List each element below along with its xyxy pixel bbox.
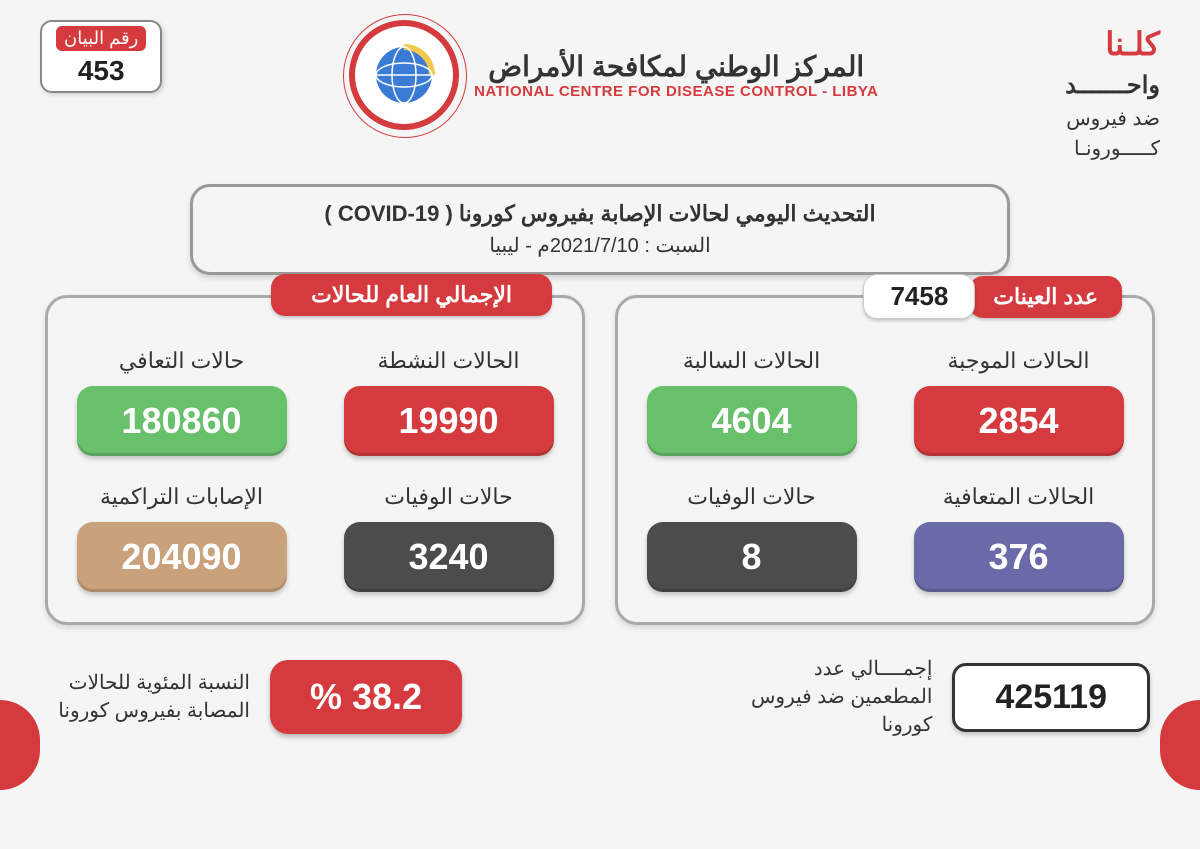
totals-panel: الإجمالي العام للحالات الحالات النشطة199… bbox=[45, 295, 585, 625]
stat-item: الحالات المتعافية 376 bbox=[905, 484, 1132, 592]
slogan-line-3: ضد فيروس bbox=[1066, 108, 1160, 130]
bulletin-number: 453 bbox=[78, 55, 125, 86]
slogan-line-2: واحـــــــد bbox=[1065, 72, 1160, 99]
org-logo-icon bbox=[349, 20, 459, 130]
totals-stats-grid: الحالات النشطة19990حالات التعافي180860حا… bbox=[68, 348, 562, 592]
stat-value: 3240 bbox=[344, 522, 554, 592]
stat-item: الحالات الموجبة 2854 bbox=[905, 348, 1132, 456]
stat-label: الحالات المتعافية bbox=[905, 484, 1132, 510]
slogan-block: كلـنا واحـــــــد ضد فيروس كـــــورونـا bbox=[1065, 20, 1160, 164]
stat-value: 8 bbox=[647, 522, 857, 592]
stat-item: الحالات السالبة 4604 bbox=[638, 348, 865, 456]
stat-label: الحالات السالبة bbox=[638, 348, 865, 374]
stat-label: حالات الوفيات bbox=[638, 484, 865, 510]
bulletin-number-box: رقم البيان 453 bbox=[40, 20, 162, 93]
stat-item: الحالات النشطة 19990 bbox=[335, 348, 562, 456]
title-line-2: السبت : 2021/7/10م - ليبيا bbox=[203, 233, 997, 258]
stat-value: 2854 bbox=[914, 386, 1124, 456]
daily-header-label: عدد العينات bbox=[969, 276, 1122, 318]
org-logo-block: المركز الوطني لمكافحة الأمراض NATIONAL C… bbox=[349, 20, 878, 130]
org-name-en: NATIONAL CENTRE FOR DISEASE CONTROL - LI… bbox=[474, 83, 878, 100]
stat-label: حالات الوفيات bbox=[335, 484, 562, 510]
org-name-ar: المركز الوطني لمكافحة الأمراض bbox=[474, 50, 878, 83]
vaccination-block: إجمــــالي عدد المطعمين ضد فيروس كورونا … bbox=[732, 655, 1150, 739]
stat-label: الحالات الموجبة bbox=[905, 348, 1132, 374]
percentage-block: النسبة المئوية للحالات المصابة بفيروس كو… bbox=[50, 660, 462, 734]
daily-panel-header: عدد العينات 7458 bbox=[863, 274, 1122, 319]
stat-item: حالات الوفيات 8 bbox=[638, 484, 865, 592]
title-banner: التحديث اليومي لحالات الإصابة بفيروس كور… bbox=[190, 184, 1010, 275]
stat-value: 180860 bbox=[77, 386, 287, 456]
totals-header-label: الإجمالي العام للحالات bbox=[271, 274, 552, 316]
percentage-value: 38.2 % bbox=[270, 660, 462, 734]
daily-header-value: 7458 bbox=[863, 274, 975, 319]
daily-panel: عدد العينات 7458 الحالات الموجبة2854الحا… bbox=[615, 295, 1155, 625]
percentage-label: النسبة المئوية للحالات المصابة بفيروس كو… bbox=[50, 669, 250, 725]
main-panels-row: الإجمالي العام للحالات الحالات النشطة199… bbox=[0, 295, 1200, 625]
stat-item: حالات الوفيات 3240 bbox=[335, 484, 562, 592]
stat-value: 19990 bbox=[344, 386, 554, 456]
vaccination-label: إجمــــالي عدد المطعمين ضد فيروس كورونا bbox=[732, 655, 932, 739]
totals-panel-header: الإجمالي العام للحالات bbox=[271, 274, 552, 316]
stat-label: الحالات النشطة bbox=[335, 348, 562, 374]
stat-label: الإصابات التراكمية bbox=[68, 484, 295, 510]
stat-item: حالات التعافي 180860 bbox=[68, 348, 295, 456]
bulletin-label: رقم البيان bbox=[56, 26, 146, 51]
daily-stats-grid: الحالات الموجبة2854الحالات السالبة4604ال… bbox=[638, 348, 1132, 592]
slogan-line-1: كلـنا bbox=[1065, 20, 1160, 68]
stat-value: 204090 bbox=[77, 522, 287, 592]
stat-value: 376 bbox=[914, 522, 1124, 592]
slogan-line-4: كـــــورونـا bbox=[1074, 138, 1160, 160]
stat-value: 4604 bbox=[647, 386, 857, 456]
title-line-1: التحديث اليومي لحالات الإصابة بفيروس كور… bbox=[203, 201, 997, 227]
vaccination-value: 425119 bbox=[952, 663, 1150, 732]
header-bar: كلـنا واحـــــــد ضد فيروس كـــــورونـا … bbox=[0, 0, 1200, 174]
stat-item: الإصابات التراكمية 204090 bbox=[68, 484, 295, 592]
footer-row: النسبة المئوية للحالات المصابة بفيروس كو… bbox=[0, 625, 1200, 739]
stat-label: حالات التعافي bbox=[68, 348, 295, 374]
